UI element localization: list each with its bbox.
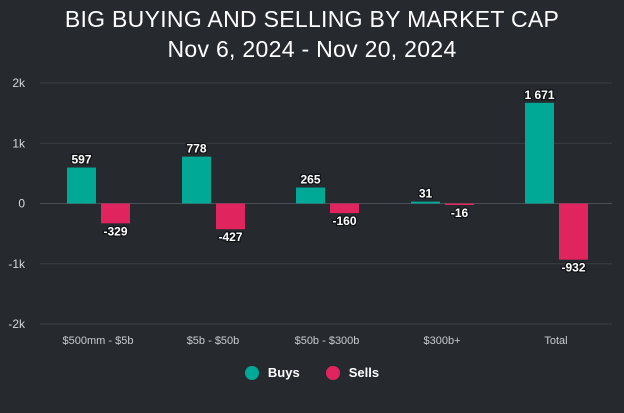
x-tick-label: $500mm - $5b xyxy=(63,335,134,347)
y-tick-label: 0 xyxy=(18,197,25,211)
legend-item-sells: Sells xyxy=(325,365,380,380)
data-label-buys: 778 xyxy=(186,142,206,156)
bar-sells xyxy=(101,203,130,224)
data-label-buys: 1 671 xyxy=(524,88,554,102)
legend-label-sells: Sells xyxy=(348,365,380,380)
chart-title: BIG BUYING AND SELLING BY MARKET CAP xyxy=(64,6,560,32)
legend-item-buys: Buys xyxy=(244,365,300,380)
legend-swatch-sells xyxy=(325,365,340,380)
bar-buys xyxy=(411,201,440,204)
bar-sells xyxy=(445,203,474,205)
y-tick-label: -2k xyxy=(8,317,26,331)
data-label-buys: 265 xyxy=(300,173,320,187)
x-tick-label: Total xyxy=(544,335,567,347)
data-label-buys: 31 xyxy=(419,187,433,201)
chart-subtitle: Nov 6, 2024 - Nov 20, 2024 xyxy=(167,36,457,62)
data-label-sells: -932 xyxy=(561,261,585,275)
x-tick-label: $5b - $50b xyxy=(187,335,240,347)
data-label-sells: -427 xyxy=(218,230,242,244)
bar-sells xyxy=(559,203,588,260)
legend-label-buys: Buys xyxy=(267,365,300,380)
chart-legend: Buys Sells xyxy=(0,365,624,380)
bar-buys xyxy=(525,102,554,204)
x-tick-label: $300b+ xyxy=(423,335,460,347)
y-tick-label: 2k xyxy=(12,76,26,90)
y-tick-label: -1k xyxy=(8,257,26,271)
data-label-buys: 597 xyxy=(71,153,91,167)
bar-buys xyxy=(67,167,96,204)
legend-swatch-buys xyxy=(244,365,259,380)
x-tick-label: $50b - $300b xyxy=(295,335,360,347)
bar-sells xyxy=(216,203,245,230)
data-label-sells: -329 xyxy=(103,224,127,238)
y-tick-label: 1k xyxy=(12,136,26,150)
bar-buys xyxy=(182,156,211,204)
data-label-sells: -16 xyxy=(451,206,469,220)
bar-buys xyxy=(296,187,325,204)
data-label-sells: -160 xyxy=(332,214,356,228)
bar-sells xyxy=(330,203,359,214)
